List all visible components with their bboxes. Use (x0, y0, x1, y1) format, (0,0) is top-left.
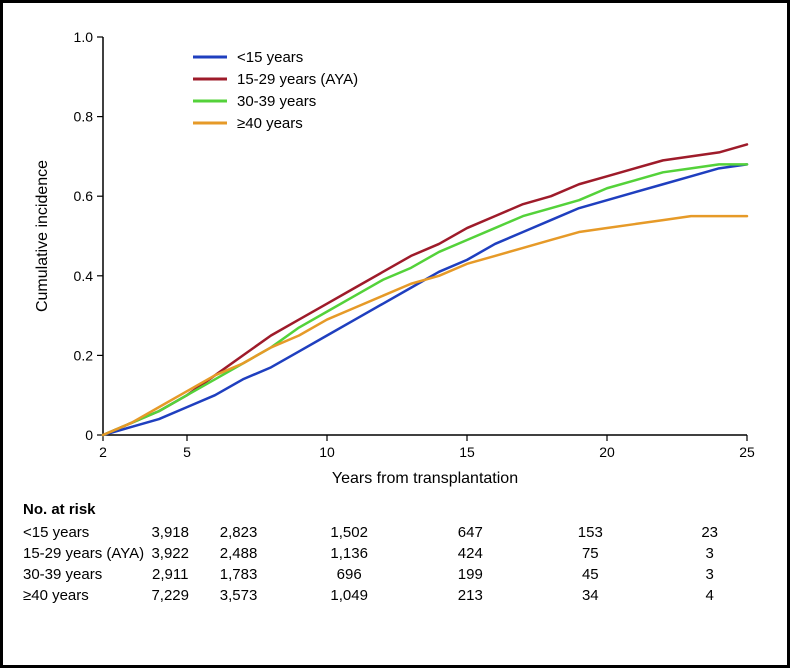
no-at-risk-row: 15-29 years (AYA)3,9222,4881,136424753 (23, 543, 769, 564)
no-at-risk-cell: 153 (530, 522, 650, 543)
no-at-risk-cell: 34 (530, 585, 650, 606)
y-tick-label: 0.8 (74, 109, 94, 125)
legend-label-lt15: <15 years (237, 49, 303, 66)
no-at-risk-cell: 3,573 (189, 585, 288, 606)
y-tick-label: 1.0 (74, 29, 94, 45)
no-at-risk-cell: 23 (650, 522, 769, 543)
no-at-risk-cell: 3 (650, 564, 769, 585)
series-line-g3039 (103, 164, 747, 435)
y-tick-label: 0.4 (74, 268, 94, 284)
no-at-risk-cell: 1,049 (288, 585, 410, 606)
no-at-risk-row-label: ≥40 years (23, 585, 151, 606)
x-tick-label: 2 (99, 444, 107, 460)
no-at-risk-row-label: 15-29 years (AYA) (23, 543, 151, 564)
no-at-risk-cell: 199 (410, 564, 530, 585)
no-at-risk-cell: 3 (650, 543, 769, 564)
x-axis-label: Years from transplantation (332, 470, 518, 487)
no-at-risk-cell: 7,229 (151, 585, 189, 606)
y-axis-label: Cumulative incidence (34, 160, 51, 312)
no-at-risk-cell: 1,502 (288, 522, 410, 543)
no-at-risk-table: <15 years3,9182,8231,5026471532315-29 ye… (23, 522, 769, 606)
x-tick-label: 15 (459, 444, 475, 460)
no-at-risk-cell: 213 (410, 585, 530, 606)
no-at-risk-cell: 696 (288, 564, 410, 585)
x-tick-label: 20 (599, 444, 615, 460)
y-tick-label: 0.6 (74, 188, 94, 204)
legend-label-aya: 15-29 years (AYA) (237, 71, 358, 88)
no-at-risk-cell: 1,783 (189, 564, 288, 585)
chart-area: 00.20.40.60.81.02510152025Years from tra… (17, 15, 769, 495)
no-at-risk-row-label: 30-39 years (23, 564, 151, 585)
no-at-risk-cell: 45 (530, 564, 650, 585)
no-at-risk-cell: 75 (530, 543, 650, 564)
no-at-risk-row: 30-39 years2,9111,783696199453 (23, 564, 769, 585)
legend-label-g3039: 30-39 years (237, 93, 316, 110)
y-tick-label: 0.2 (74, 347, 94, 363)
no-at-risk-cell: 1,136 (288, 543, 410, 564)
cumulative-incidence-chart: 00.20.40.60.81.02510152025Years from tra… (17, 15, 771, 495)
no-at-risk-title: No. at risk (23, 501, 769, 518)
no-at-risk-row: ≥40 years7,2293,5731,049213344 (23, 585, 769, 606)
no-at-risk-cell: 647 (410, 522, 530, 543)
no-at-risk-cell: 2,911 (151, 564, 189, 585)
no-at-risk-row: <15 years3,9182,8231,50264715323 (23, 522, 769, 543)
series-line-lt15 (103, 164, 747, 435)
no-at-risk-row-label: <15 years (23, 522, 151, 543)
no-at-risk-section: No. at risk <15 years3,9182,8231,5026471… (23, 501, 769, 606)
x-tick-label: 10 (319, 444, 335, 460)
no-at-risk-cell: 424 (410, 543, 530, 564)
legend-label-ge40: ≥40 years (237, 115, 303, 132)
no-at-risk-cell: 2,488 (189, 543, 288, 564)
y-tick-label: 0 (85, 427, 93, 443)
no-at-risk-cell: 3,922 (151, 543, 189, 564)
no-at-risk-cell: 4 (650, 585, 769, 606)
no-at-risk-cell: 3,918 (151, 522, 189, 543)
figure-frame: 00.20.40.60.81.02510152025Years from tra… (0, 0, 790, 668)
x-tick-label: 5 (183, 444, 191, 460)
no-at-risk-cell: 2,823 (189, 522, 288, 543)
x-tick-label: 25 (739, 444, 755, 460)
